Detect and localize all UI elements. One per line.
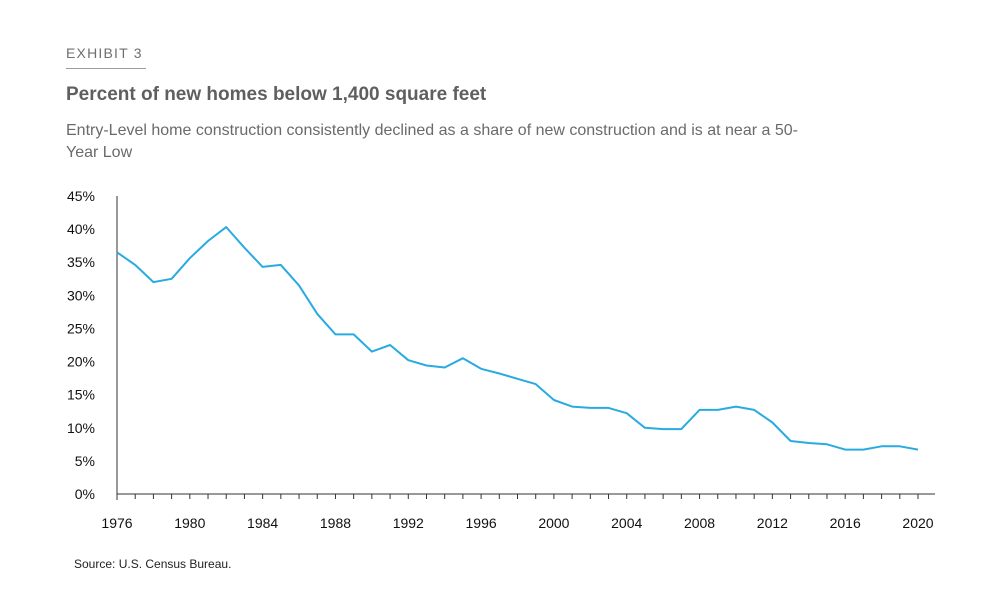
- x-tick-label: 1988: [320, 515, 351, 531]
- x-tick-label: 2000: [538, 515, 569, 531]
- chart-subtitle: Entry-Level home construction consistent…: [66, 122, 798, 161]
- chart-title: Percent of new homes below 1,400 square …: [66, 84, 487, 105]
- x-tick-label: 2008: [684, 515, 715, 531]
- x-axis: 1976 1980 1984 1988 1992 1996 2000 2004 2008 2012…: [101, 493, 935, 531]
- y-tick-label: 20%: [67, 354, 95, 370]
- y-tick-label: 25%: [67, 320, 95, 336]
- x-tick-label: 1992: [393, 515, 424, 531]
- x-tick-label: 1980: [174, 515, 205, 531]
- x-tick-label: 1976: [101, 515, 132, 531]
- y-tick-label: 45%: [67, 188, 95, 204]
- y-axis: 0% 5% 10% 15% 20% 25% 30% 35% 40% 45%: [67, 188, 118, 502]
- y-tick-label: 15%: [67, 387, 95, 403]
- exhibit-label: EXHIBIT 3: [66, 45, 143, 61]
- series-line: [116, 226, 919, 451]
- source-note: Source: U.S. Census Bureau.: [74, 557, 232, 571]
- x-tick-label: 2020: [902, 515, 933, 531]
- x-tick-label: 1984: [247, 515, 278, 531]
- y-tick-label: 10%: [67, 420, 95, 436]
- y-tick-label: 0%: [75, 486, 95, 502]
- y-tick-label: 40%: [67, 221, 95, 237]
- x-tick-label: 2004: [611, 515, 642, 531]
- y-tick-label: 5%: [75, 453, 95, 469]
- y-tick-label: 30%: [67, 287, 95, 303]
- x-tick-label: 2016: [830, 515, 861, 531]
- x-tick-label: 2012: [757, 515, 788, 531]
- y-tick-label: 35%: [67, 254, 95, 270]
- exhibit-underline: [66, 68, 146, 69]
- series-layer: [116, 226, 919, 451]
- x-tick-label: 1996: [466, 515, 497, 531]
